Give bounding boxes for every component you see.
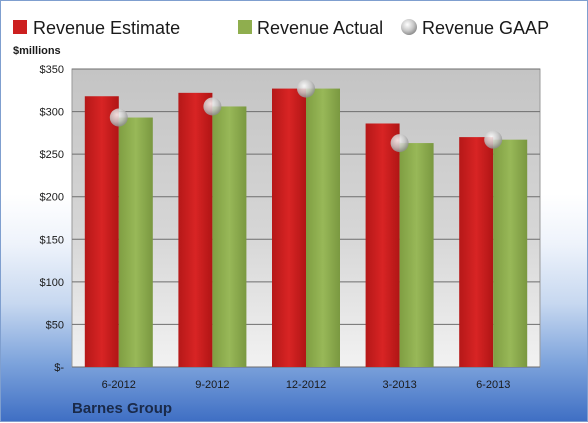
- bar-revenue-estimate: [84, 96, 119, 367]
- bar-revenue-estimate: [459, 137, 494, 367]
- bar-revenue-actual: [118, 117, 153, 367]
- marker-revenue-gaap: [390, 134, 409, 153]
- y-axis-unit-label: $millions: [13, 45, 61, 57]
- y-tick-label: $100: [40, 277, 64, 289]
- x-tick-label: 12-2012: [286, 379, 326, 391]
- x-tick-label: 6-2013: [476, 379, 510, 391]
- bar-revenue-estimate: [272, 88, 306, 367]
- marker-revenue-gaap: [203, 97, 222, 116]
- bar-revenue-actual: [212, 106, 247, 367]
- y-tick-label: $200: [40, 192, 64, 204]
- x-tick-label: 6-2012: [102, 379, 136, 391]
- company-name: Barnes Group: [72, 400, 172, 417]
- legend-swatch-actual: [238, 20, 252, 34]
- legend-label-gaap: Revenue GAAP: [422, 18, 549, 38]
- legend-item-revenue-gaap: Revenue GAAP: [401, 18, 549, 38]
- legend-item-revenue-actual: Revenue Actual: [238, 18, 383, 38]
- legend-item-revenue-estimate: Revenue Estimate: [13, 18, 180, 38]
- legend-label-estimate: Revenue Estimate: [33, 18, 180, 38]
- bar-revenue-estimate: [365, 123, 400, 368]
- bar-revenue-actual: [399, 143, 434, 367]
- gaap-markers: [109, 79, 503, 153]
- y-tick-label: $50: [46, 319, 64, 331]
- bar-revenue-actual: [306, 88, 340, 367]
- y-tick-label: $-: [54, 362, 64, 374]
- marker-revenue-gaap: [297, 79, 315, 98]
- bar-revenue-estimate: [178, 92, 213, 367]
- legend-swatch-estimate: [13, 20, 27, 34]
- legend: Revenue Estimate Revenue Actual Revenue …: [13, 18, 549, 38]
- marker-revenue-gaap: [484, 130, 503, 149]
- x-axis-ticks: 6-2012 9-2012 12-2012 3-2013 6-2013: [102, 379, 511, 391]
- legend-label-actual: Revenue Actual: [257, 18, 383, 38]
- y-tick-label: $350: [40, 64, 64, 76]
- y-tick-label: $250: [40, 149, 64, 161]
- x-tick-label: 9-2012: [195, 379, 229, 391]
- bars: [84, 88, 528, 368]
- y-tick-label: $150: [40, 234, 64, 246]
- marker-revenue-gaap: [109, 108, 128, 127]
- x-tick-label: 3-2013: [382, 379, 416, 391]
- y-axis-ticks: $- $50 $100 $150 $200 $250 $300 $350: [40, 64, 65, 374]
- y-tick-label: $300: [40, 107, 64, 119]
- legend-swatch-gaap: [401, 19, 417, 35]
- bar-revenue-actual: [493, 139, 528, 367]
